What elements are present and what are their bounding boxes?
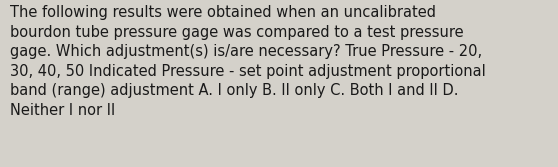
Text: The following results were obtained when an uncalibrated
bourdon tube pressure g: The following results were obtained when… [10,5,486,118]
